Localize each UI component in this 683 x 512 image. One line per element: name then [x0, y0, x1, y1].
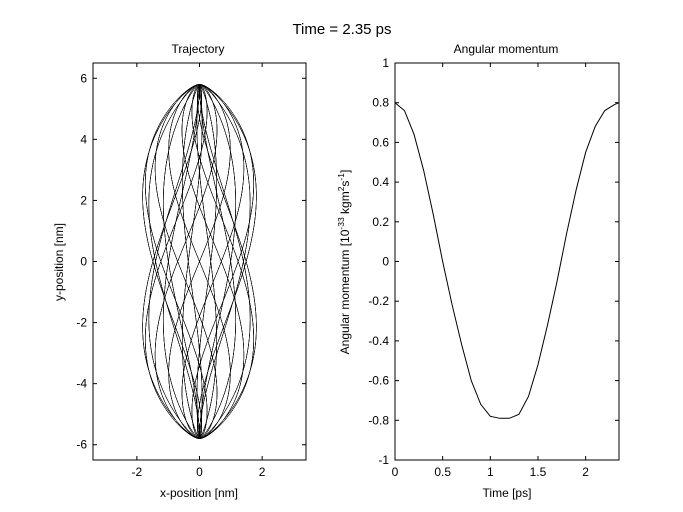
- angular-momentum-axes: Angular momentum 0 0.5 1 1.5 2 -1 -0.8 -0.6 -0.4…: [336, 42, 620, 500]
- y-tick-label: -4: [76, 377, 87, 391]
- x-tick-label: 1: [487, 465, 494, 479]
- angular-momentum-frame: [394, 62, 620, 461]
- ylabel-part-3: s: [338, 181, 352, 187]
- ylabel-exp-1: -33: [336, 217, 346, 230]
- x-tick-label: 1.5: [530, 465, 547, 479]
- trajectory-plot: [142, 84, 257, 439]
- y-tick-label: 6: [80, 71, 87, 85]
- x-tick-label: 2: [582, 465, 589, 479]
- x-tick-label: -2: [132, 465, 143, 479]
- y-tick-label: -0.8: [368, 413, 389, 427]
- ylabel-exp-2: 2: [336, 186, 346, 191]
- angular-momentum-plot: [394, 102, 620, 419]
- y-tick-label: -0.2: [368, 294, 389, 308]
- x-tick-label: 2: [259, 465, 266, 479]
- y-tick-label: -2: [76, 316, 87, 330]
- ylabel-part-1: Angular momentum [10: [338, 229, 352, 354]
- y-tick-label: -1: [378, 453, 389, 467]
- y-tick-label: 0.4: [372, 175, 389, 189]
- trajectory-title: Trajectory: [172, 42, 225, 56]
- ylabel-part-4: ]: [338, 170, 352, 173]
- x-tick-label: 0: [196, 465, 203, 479]
- trajectory-ticks: -2 0 2 -6 -4 -2 0 2 4 6: [76, 63, 306, 479]
- x-tick-label: 0.5: [434, 465, 451, 479]
- figure-title: Time = 2.35 ps: [292, 21, 391, 38]
- angular-momentum-title: Angular momentum: [454, 42, 559, 56]
- trajectory-ylabel: y-position [nm]: [52, 223, 66, 301]
- y-tick-label: 0.2: [372, 215, 389, 229]
- y-tick-label: 4: [80, 132, 87, 146]
- y-tick-label: 0.8: [372, 96, 389, 110]
- ylabel-part-2: kgm: [338, 191, 352, 217]
- y-tick-label: 1: [382, 56, 389, 70]
- angular-momentum-xlabel: Time [ps]: [483, 486, 532, 500]
- y-tick-label: -0.6: [368, 374, 389, 388]
- trajectory-xlabel: x-position [nm]: [160, 486, 238, 500]
- y-tick-label: -0.4: [368, 334, 389, 348]
- y-tick-label: 0: [382, 255, 389, 269]
- x-tick-label: 0: [392, 465, 399, 479]
- y-tick-label: 0.6: [372, 135, 389, 149]
- y-tick-label: 2: [80, 193, 87, 207]
- angular-momentum-ticks: 0 0.5 1 1.5 2 -1 -0.8 -0.6 -0.4 -0.2 0 0.2 0.4 0.6 0.8…: [368, 56, 619, 479]
- angular-momentum-ylabel: Angular momentum [10-33 kgm2s-1]: [336, 170, 352, 355]
- trajectory-line: [142, 84, 257, 439]
- trajectory-axes: Trajectory -2 0 2 -6 -4 -2 0 2 4 6 x-position [nm…: [52, 42, 307, 500]
- y-tick-label: 0: [80, 255, 87, 269]
- y-tick-label: -6: [76, 438, 87, 452]
- ylabel-exp-3: -1: [336, 173, 346, 181]
- angular-momentum-series-0: [394, 102, 620, 419]
